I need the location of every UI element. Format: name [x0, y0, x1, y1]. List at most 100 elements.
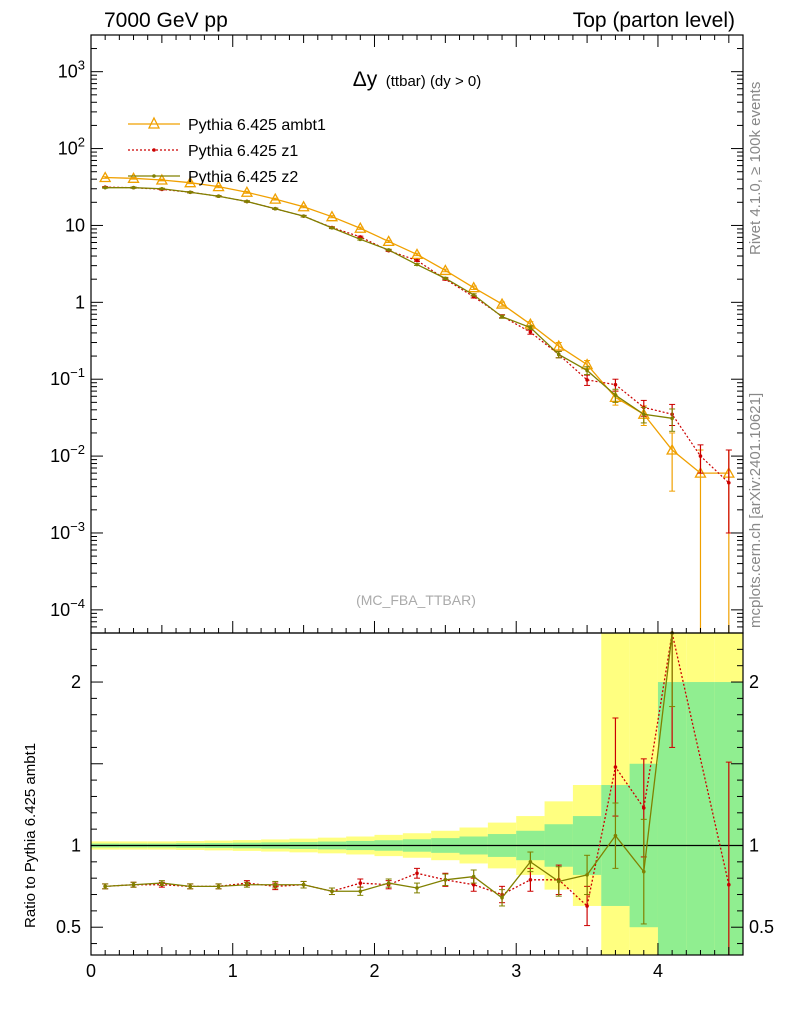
data-point [415, 262, 419, 267]
data-point [184, 176, 197, 188]
data-point [528, 325, 533, 330]
series-1 [102, 185, 732, 534]
y-tick-base: 10 [50, 523, 70, 543]
ratio-point [585, 904, 589, 908]
ratio-point [245, 882, 249, 887]
legend: Pythia 6.425 ambt1 Pythia 6.425 z1 Pythi… [128, 116, 326, 186]
ratio-uncertainty-bands [91, 633, 743, 955]
ratio-point [613, 833, 618, 838]
data-point [212, 180, 225, 192]
data-point [443, 276, 448, 281]
band-green-bin [686, 682, 715, 955]
side-label-mcplots: mcplots.cern.ch [arXiv:2401.10621] [747, 393, 764, 628]
y-tick-exp: −2 [70, 442, 85, 457]
ratio-point [415, 886, 419, 890]
data-point [358, 237, 363, 242]
y-tick-label-main: 10 [65, 215, 85, 235]
ratio-point [585, 873, 589, 877]
data-point [273, 206, 278, 211]
y-tick-exp: 3 [78, 58, 85, 73]
data-point [330, 226, 334, 230]
data-point [495, 297, 509, 309]
ratio-point [500, 895, 504, 900]
y-tick-exp: −3 [70, 519, 85, 534]
legend-label-z2: Pythia 6.425 z2 [188, 169, 298, 186]
data-point [325, 210, 339, 222]
ratio-point [273, 882, 278, 887]
data-point [382, 235, 395, 247]
y-tick-exp: −1 [70, 365, 85, 380]
series-0 [99, 171, 735, 634]
side-label-rivet: Rivet 4.1.0, ≥ 100k events [747, 82, 764, 255]
data-point [467, 281, 480, 293]
y-tick-label-main: 103 [58, 58, 85, 82]
y-tick-label-main: 102 [58, 135, 85, 159]
ratio-point [103, 884, 107, 889]
data-point [301, 214, 306, 218]
x-tick-label: 2 [369, 961, 379, 981]
y-tick-label-ratio: 2 [71, 672, 81, 692]
data-point [160, 186, 164, 191]
ratio-point [131, 882, 136, 887]
ratio-point [415, 871, 419, 876]
y-tick-base: 10 [58, 62, 78, 82]
chart-title-sub: (ttbar) (dy > 0) [386, 73, 481, 90]
data-point [585, 378, 589, 382]
data-point [240, 185, 254, 197]
y-tick-label-main: 10−1 [50, 365, 85, 389]
legend-label-z1: Pythia 6.425 z1 [188, 143, 298, 160]
data-point [613, 393, 618, 397]
ratio-point [443, 878, 448, 882]
ratio-point [528, 860, 533, 864]
ratio-point [188, 884, 193, 889]
data-point [103, 185, 107, 190]
y-tick-base: 10 [50, 369, 70, 389]
data-point [556, 352, 561, 357]
legend-marker-z2 [152, 174, 156, 178]
data-point [155, 173, 168, 185]
chart-title-main: Δy [353, 68, 378, 91]
y-tick-label-main: 10−3 [50, 519, 85, 543]
ratio-point [641, 806, 646, 810]
watermark-label: (MC_FBA_TTBAR) [356, 592, 476, 608]
data-point [216, 194, 221, 199]
legend-label-ambt1: Pythia 6.425 ambt1 [188, 117, 326, 134]
data-point [188, 190, 193, 195]
ratio-point [386, 881, 391, 885]
data-point [269, 192, 282, 204]
ratio-point [556, 879, 561, 884]
data-point [641, 412, 646, 417]
ratio-point [358, 881, 363, 885]
y-tick-label-ratio: 1 [71, 835, 81, 855]
series-2 [102, 185, 676, 432]
ratio-point [330, 889, 334, 894]
ratio-ylabel: Ratio to Pythia 6.425 ambt1 [22, 743, 39, 928]
data-point [528, 330, 533, 334]
header-right-label: Top (parton level) [573, 9, 735, 32]
data-point [585, 368, 589, 373]
legend-entry-ambt1: Pythia 6.425 ambt1 [128, 116, 326, 134]
ratio-point [216, 884, 221, 889]
legend-entry-z2: Pythia 6.425 z2 [128, 169, 298, 186]
y-tick-base: 10 [50, 600, 70, 620]
main-series-group [99, 171, 735, 634]
legend-marker-z1 [152, 148, 156, 152]
y-tick-label-ratio-right: 0.5 [749, 917, 774, 937]
ratio-point [358, 889, 363, 894]
y-tick-label-ratio-right: 2 [749, 672, 759, 692]
ratio-point [528, 878, 533, 882]
y-tick-label-main: 10−2 [50, 442, 85, 466]
chart-title: Δy (ttbar) (dy > 0) [353, 68, 481, 91]
data-point [471, 293, 476, 297]
data-point [552, 339, 565, 351]
ratio-point [160, 881, 164, 885]
ratio-point [301, 882, 306, 887]
x-tick-label: 4 [653, 961, 663, 981]
data-point [386, 248, 391, 252]
ratio-line [105, 632, 730, 908]
ratio-point [727, 882, 731, 887]
data-point [727, 480, 731, 485]
data-point [127, 171, 140, 183]
